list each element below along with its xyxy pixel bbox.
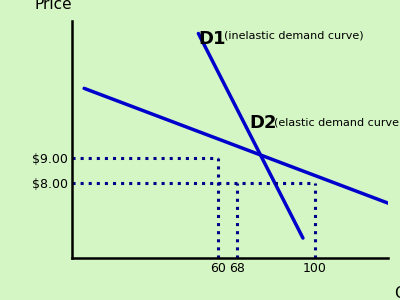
Text: D1: D1 bbox=[198, 31, 226, 49]
Text: Price: Price bbox=[34, 0, 72, 11]
Text: (inelastic demand curve): (inelastic demand curve) bbox=[224, 31, 363, 40]
Text: Quantity: Quantity bbox=[394, 286, 400, 300]
Text: (elastic demand curve): (elastic demand curve) bbox=[274, 118, 400, 128]
Text: D2: D2 bbox=[249, 114, 276, 132]
